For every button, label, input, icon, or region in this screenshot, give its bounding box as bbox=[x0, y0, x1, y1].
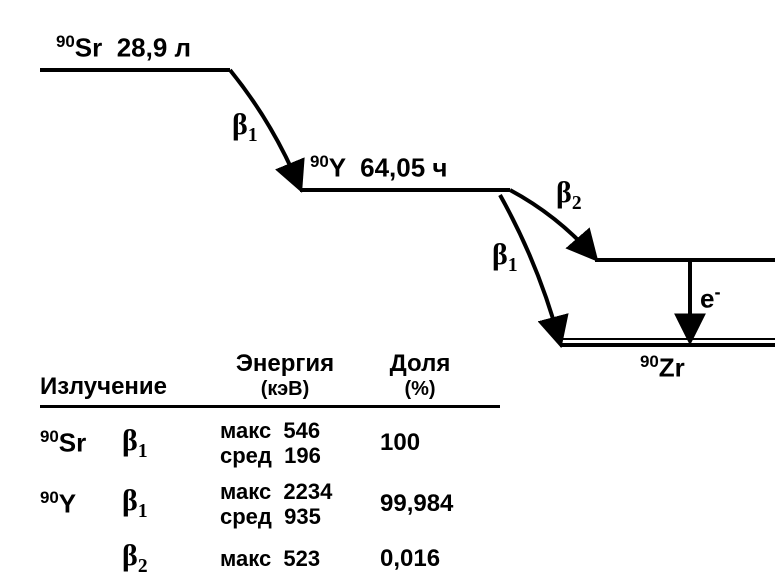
decay-mode-label: β1 bbox=[122, 484, 148, 523]
level-label-y90: 90Y 64,05 ч bbox=[310, 152, 448, 184]
decay-scheme-figure: 90Sr 28,9 л 90Y 64,05 ч 90Zr β1 β2 β1 e-… bbox=[0, 0, 780, 584]
table-cell-nuclide: 90Yβ1 bbox=[40, 484, 210, 523]
table-header-fraction: Доля (%) bbox=[360, 350, 480, 401]
transition-label-electron: e- bbox=[700, 282, 721, 315]
table-cell-energy: макс 546сред 196 bbox=[210, 418, 370, 469]
table-row: 90Srβ1макс 546сред 196100 bbox=[40, 408, 500, 469]
decay-mode-label: β1 bbox=[122, 424, 148, 463]
table-cell-fraction: 100 bbox=[370, 429, 500, 457]
transition-label-sr-beta1: β1 bbox=[232, 108, 258, 147]
table-cell-nuclide: 90Srβ1 bbox=[40, 424, 210, 463]
table-cell-energy: макс 2234сред 935 bbox=[210, 479, 370, 530]
table-row: β2 макс 5230,016 bbox=[40, 529, 500, 578]
table-header-radiation: Излучение bbox=[40, 373, 210, 401]
table-row: 90Yβ1макс 2234сред 93599,984 bbox=[40, 469, 500, 530]
decay-arrow bbox=[510, 190, 595, 258]
decay-mode-label: β2 bbox=[122, 539, 148, 578]
table-header-energy: Энергия (кэВ) bbox=[210, 350, 360, 401]
table-cell-nuclide: β2 bbox=[40, 539, 210, 578]
transition-label-y-beta2: β2 bbox=[556, 176, 582, 215]
table-body: 90Srβ1макс 546сред 19610090Yβ1макс 2234с… bbox=[40, 408, 500, 578]
table-cell-energy: макс 523 bbox=[210, 546, 370, 571]
table-cell-fraction: 0,016 bbox=[370, 545, 500, 573]
table-header-row: Излучение Энергия (кэВ) Доля (%) bbox=[40, 350, 500, 408]
decay-table: Излучение Энергия (кэВ) Доля (%) 90Srβ1м… bbox=[40, 350, 500, 578]
level-label-zr90: 90Zr bbox=[640, 352, 685, 384]
table-cell-fraction: 99,984 bbox=[370, 490, 500, 518]
transition-label-y-beta1: β1 bbox=[492, 238, 518, 277]
level-label-sr90: 90Sr 28,9 л bbox=[56, 32, 191, 64]
